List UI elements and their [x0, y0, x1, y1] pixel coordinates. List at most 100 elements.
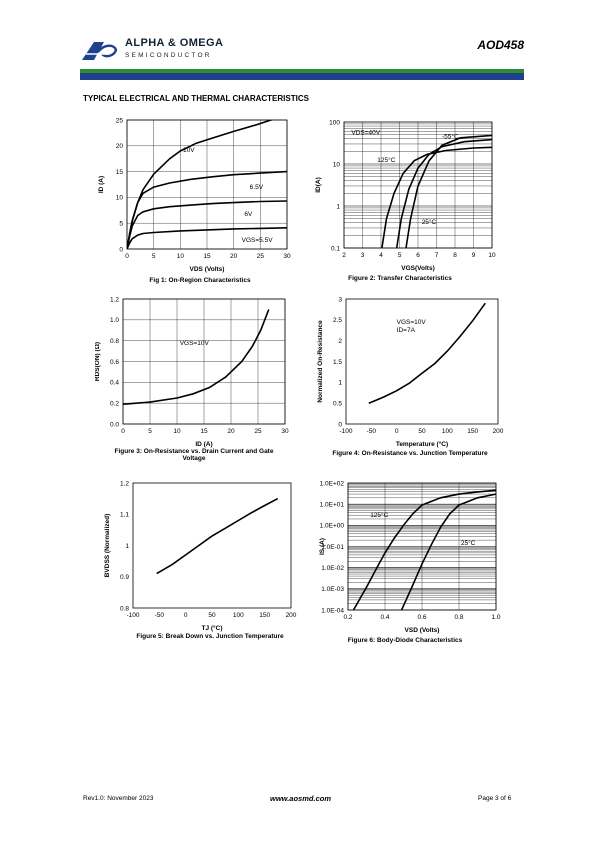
- footer-website[interactable]: www.aosmd.com: [270, 794, 331, 803]
- series-label: 25°C: [422, 218, 437, 226]
- x-axis-label: VSD (Volts): [405, 627, 440, 634]
- y-tick-label: 25: [116, 117, 124, 124]
- x-tick-label: 2: [342, 252, 346, 259]
- series-line: [400, 493, 496, 610]
- x-tick-label: 25: [254, 428, 262, 435]
- x-tick-label: 0.8: [454, 614, 463, 621]
- series-label: VGS=5.5V: [242, 237, 274, 244]
- y-tick-label: 1.0E-03: [321, 586, 344, 593]
- x-tick-label: 4: [379, 252, 383, 259]
- caption-fig3-line1: Figure 3: On-Resistance vs. Drain Curren…: [114, 448, 274, 455]
- chart-fig6: 0.2 0.4 0.6 0.8 1.0 1.0E-04 1.0E-03 1.0E-02 1.0E…: [319, 480, 501, 634]
- x-tick-label: 10: [488, 252, 496, 259]
- x-tick-label: 0.6: [417, 614, 426, 621]
- series-line: [381, 146, 492, 248]
- plot-frame: [343, 121, 493, 249]
- series-label: 6V: [244, 211, 253, 218]
- plot-frame: [132, 482, 292, 609]
- x-tick-label: 0: [184, 612, 188, 619]
- y-tick-label: 1.2: [120, 480, 129, 487]
- chart-fig4: -100 -50 0 50 100 150 200 0 0.5 1 1.5 2 2.5 3 Temperat…: [317, 296, 504, 448]
- caption-fig3: Figure 3: On-Resistance vs. Drain Curren…: [95, 448, 293, 462]
- y-tick-label: 0.1: [331, 245, 340, 252]
- y-axis-label: IS (A): [319, 538, 326, 555]
- x-tick-label: 100: [233, 612, 244, 619]
- condition-label: VGS=10V: [397, 319, 427, 326]
- x-tick-label: 1.0: [491, 614, 500, 621]
- plot-frame: [345, 298, 499, 425]
- chart-fig3: 0 5 10 15 20 25 30 0.0 0.2 0.4 0.6 0.8 1.0 1.2 ID (A) R…: [95, 296, 289, 448]
- x-tick-label: 15: [203, 253, 211, 260]
- x-tick-label: -50: [367, 428, 377, 435]
- y-tick-label: 0.4: [110, 380, 119, 387]
- y-tick-label: 0.8: [120, 605, 129, 612]
- y-tick-label: 0: [119, 246, 123, 253]
- y-axis-label: RDS(ON) (Ω): [95, 342, 101, 381]
- chart-fig1: 0 5 10 15 20 25 30 0 5 10 15 20 25 VDS (Volts) ID (A) 1…: [98, 117, 291, 273]
- y-tick-label: 0: [338, 421, 342, 428]
- x-tick-label: 8: [453, 252, 457, 259]
- section-title: TYPICAL ELECTRICAL AND THERMAL CHARACTER…: [83, 94, 309, 103]
- x-tick-label: 3: [361, 252, 365, 259]
- x-tick-label: 30: [283, 253, 291, 260]
- x-tick-label: 30: [281, 428, 289, 435]
- series-label: 25°C: [461, 539, 476, 547]
- y-tick-label: 5: [119, 221, 123, 228]
- y-tick-label: 1.0E-01: [321, 544, 344, 551]
- series-line: [156, 497, 279, 575]
- series-line: [123, 309, 270, 405]
- part-number: AOD458: [477, 38, 524, 52]
- y-tick-label: 1: [338, 380, 342, 387]
- series-line: [368, 302, 486, 404]
- y-tick-label: 0.8: [110, 338, 119, 345]
- y-tick-label: 15: [116, 169, 124, 176]
- y-tick-label: 1: [336, 203, 340, 210]
- caption-fig6: Figure 6: Body-Diode Characteristics: [347, 637, 463, 644]
- y-tick-label: 0.2: [110, 400, 119, 407]
- x-tick-label: 200: [286, 612, 297, 619]
- series-line: [127, 200, 287, 249]
- x-tick-label: 9: [472, 252, 476, 259]
- series-line: [395, 138, 492, 248]
- series-line: [127, 227, 287, 249]
- y-tick-label: 1.0E-04: [321, 607, 344, 614]
- x-tick-label: 6: [416, 252, 420, 259]
- series-line: [405, 134, 492, 248]
- plot-frame: [126, 119, 288, 250]
- x-tick-label: 5: [148, 428, 152, 435]
- series-label: 125°C: [377, 156, 395, 164]
- condition-label: VDS=40V: [351, 130, 380, 137]
- y-tick-label: 10: [333, 161, 341, 168]
- series-label: 10V: [183, 147, 195, 154]
- y-tick-label: 10: [116, 195, 124, 202]
- brand-name: ALPHA & OMEGA: [125, 37, 224, 49]
- y-tick-label: 0.5: [333, 400, 342, 407]
- y-tick-label: 0.6: [110, 359, 119, 366]
- y-tick-label: 1.0E+01: [320, 501, 345, 508]
- y-axis-label: BVDSS (Normalized): [104, 514, 111, 578]
- y-axis-label: ID (A): [98, 176, 105, 193]
- x-axis-label: VGS(Volts): [401, 265, 434, 272]
- chart-fig5: -100 -50 0 50 100 150 200 0.8 0.9 1 1.1 1.2 TJ (°C) B…: [104, 480, 297, 632]
- y-tick-label: 1.1: [120, 512, 129, 519]
- x-tick-label: 10: [177, 253, 185, 260]
- x-tick-label: 100: [442, 428, 453, 435]
- header-stripe-green: [80, 69, 524, 73]
- x-tick-label: 0: [395, 428, 399, 435]
- x-tick-label: 150: [467, 428, 478, 435]
- x-tick-label: 50: [208, 612, 216, 619]
- x-tick-label: 20: [227, 428, 235, 435]
- x-axis-label: TJ (°C): [201, 624, 222, 632]
- series-line: [127, 170, 287, 249]
- x-tick-label: 0: [125, 253, 129, 260]
- y-axis-label: ID(A): [315, 177, 322, 193]
- y-axis-label: Normalized On-Resistance: [317, 320, 324, 403]
- series-label: 125°C: [370, 511, 388, 519]
- y-tick-label: 1.2: [110, 296, 119, 303]
- y-tick-label: 0.9: [120, 574, 129, 581]
- y-tick-label: 2.5: [333, 317, 342, 324]
- footer-revision: Rev1.0: November 2023: [83, 795, 154, 802]
- y-tick-label: 1: [125, 543, 129, 550]
- y-tick-label: 100: [329, 119, 340, 126]
- caption-fig3-line2: Voltage: [182, 455, 206, 462]
